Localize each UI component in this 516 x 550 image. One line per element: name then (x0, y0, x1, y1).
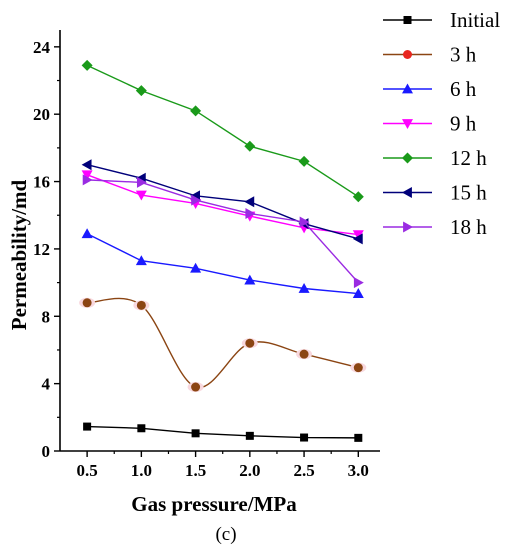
series-6-h (81, 228, 364, 298)
data-point (135, 255, 147, 266)
y-tick-label: 12 (33, 240, 50, 259)
legend-label: 12 h (450, 146, 487, 170)
legend-label: 6 h (450, 77, 477, 101)
series-initial (83, 422, 363, 442)
data-point (81, 228, 93, 239)
figure-caption: (c) (215, 524, 236, 545)
data-point (190, 262, 202, 273)
data-point (298, 282, 310, 293)
series-3-h (79, 297, 367, 393)
data-point (81, 170, 93, 181)
data-point (244, 140, 256, 152)
series-line (87, 179, 359, 284)
legend-label: 9 h (450, 112, 477, 136)
data-point (300, 433, 309, 442)
y-tick-label: 16 (33, 173, 50, 192)
data-point (352, 230, 364, 241)
data-point (245, 208, 256, 220)
y-tick-label: 20 (33, 105, 50, 124)
data-point (190, 105, 202, 117)
data-point (83, 422, 92, 431)
data-point (137, 424, 146, 433)
series-line (86, 164, 359, 240)
data-point (135, 85, 147, 97)
series-12-h (81, 59, 364, 203)
data-point (354, 433, 363, 442)
legend-item: Initial (383, 8, 500, 32)
data-point (82, 298, 92, 308)
data-point (298, 155, 310, 167)
data-point (352, 233, 363, 245)
x-tick-label: 2.5 (293, 461, 314, 480)
series-line (86, 64, 359, 198)
data-point (352, 191, 364, 203)
y-tick-label: 24 (33, 38, 51, 57)
x-tick-label: 3.0 (348, 461, 369, 480)
series-line (86, 174, 359, 236)
legend-item: 3 h (383, 43, 477, 67)
data-point (244, 274, 256, 285)
data-point (191, 382, 201, 392)
data-point (353, 277, 364, 289)
data-point (81, 159, 92, 171)
series-line (87, 297, 359, 389)
y-axis-title: Permeability/md (7, 179, 31, 330)
legend-label: Initial (450, 8, 500, 32)
legend: Initial 3 h 6 h 9 h 12 h 15 h 18 h (383, 8, 500, 239)
axes: 0 4 8 12 16 20 24 0.5 1.0 1.5 2.0 2.5 3.0 (33, 30, 380, 480)
legend-item: 6 h (383, 77, 477, 101)
legend-label: 3 h (450, 43, 477, 67)
series-line (87, 425, 359, 439)
legend-marker (402, 119, 413, 129)
legend-label: 15 h (450, 181, 487, 205)
data-point (353, 363, 363, 373)
y-tick-label: 4 (42, 375, 51, 394)
series-layer (79, 59, 367, 442)
legend-marker (403, 50, 412, 59)
series-15-h (81, 159, 363, 245)
legend-item: 9 h (383, 112, 477, 136)
legend-item: 12 h (383, 146, 487, 170)
data-point (136, 300, 146, 310)
legend-marker (402, 152, 413, 164)
legend-label: 18 h (450, 215, 487, 239)
data-point (191, 429, 200, 438)
legend-item: 15 h (383, 181, 487, 205)
data-point (244, 196, 255, 208)
data-point (81, 59, 93, 71)
x-tick-label: 2.0 (239, 461, 260, 480)
data-point (135, 190, 147, 201)
data-point (245, 431, 254, 440)
x-axis-title: Gas pressure/MPa (131, 492, 297, 516)
legend-item: 18 h (383, 215, 487, 239)
legend-marker (402, 83, 413, 94)
series-18-h (82, 174, 364, 289)
legend-marker (403, 221, 413, 233)
y-tick-label: 0 (42, 442, 51, 461)
data-point (245, 338, 255, 348)
y-tick-label: 8 (42, 307, 51, 326)
data-point (299, 216, 310, 228)
x-tick-label: 1.0 (131, 461, 152, 480)
data-point (299, 349, 309, 359)
series-line (86, 233, 359, 295)
series-9-h (81, 170, 364, 241)
data-point (82, 174, 93, 186)
x-tick-label: 1.5 (185, 461, 206, 480)
data-point (136, 176, 147, 188)
data-point (352, 288, 364, 298)
data-point (191, 194, 202, 206)
legend-marker (403, 16, 412, 24)
x-tick-label: 0.5 (76, 461, 97, 480)
legend-marker (402, 187, 412, 198)
